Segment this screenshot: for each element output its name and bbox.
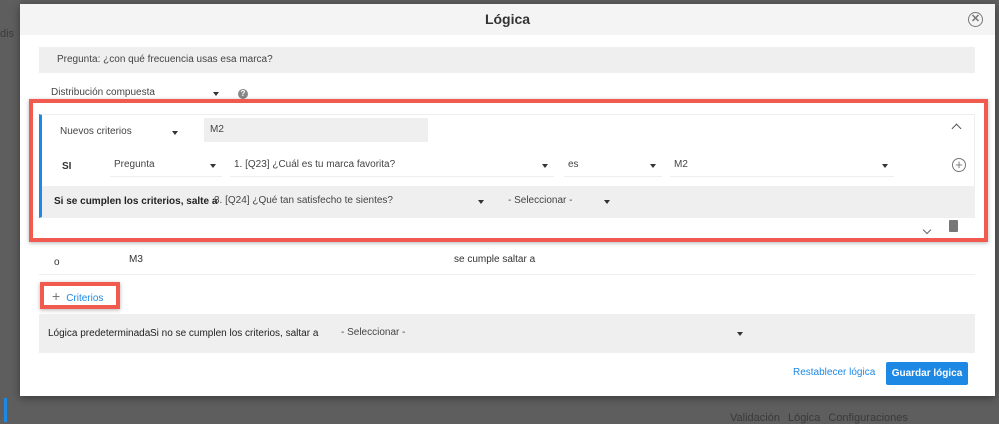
modal-title: Lógica	[484, 11, 531, 27]
caret-down-icon	[172, 131, 178, 135]
tab-logica[interactable]: Lógica	[787, 412, 821, 424]
background-tabs: Validación Lógica Configuraciones	[730, 412, 908, 424]
logic-modal: Lógica ✕ Pregunta: ¿con qué frecuencia u…	[20, 4, 995, 396]
tab-configuraciones[interactable]: Configuraciones	[828, 412, 908, 424]
criteria-name: M3	[129, 254, 143, 265]
chevron-up-icon[interactable]	[951, 123, 962, 134]
caret-down-icon	[213, 92, 219, 96]
connector-label: o	[54, 257, 60, 268]
si-label: SI	[62, 161, 72, 172]
add-criteria-button[interactable]: + Criterios	[52, 288, 104, 304]
plus-icon: +	[52, 288, 61, 304]
reset-logic-button[interactable]: Restablecer lógica	[793, 367, 876, 378]
question-label: Pregunta: ¿con qué frecuencia usas esa m…	[39, 47, 975, 73]
caret-down-icon	[737, 332, 743, 336]
question-circle-icon[interactable]: ?	[238, 89, 248, 99]
criteria-name-input[interactable]: M2	[204, 118, 428, 142]
default-logic-label: Lógica predeterminada	[48, 328, 151, 339]
caret-down-icon	[604, 200, 610, 204]
caret-down-icon	[882, 164, 888, 168]
trash-icon[interactable]	[949, 220, 958, 232]
collapsed-criteria-row[interactable]: o M3 se cumple saltar a	[39, 247, 975, 275]
condition-value-select[interactable]: M2	[670, 154, 894, 177]
criteria-highlight	[29, 99, 988, 242]
condition-source-select[interactable]: Pregunta	[110, 154, 222, 177]
caret-down-icon	[542, 164, 548, 168]
modal-header: Lógica ✕	[20, 4, 995, 35]
save-logic-button[interactable]: Guardar lógica	[886, 362, 968, 385]
default-logic-select[interactable]: - Seleccionar -	[337, 322, 749, 344]
jump-secondary-select[interactable]: - Seleccionar -	[504, 190, 616, 213]
condition-question-select[interactable]: 1. [Q23] ¿Cuál es tu marca favorita?	[230, 154, 554, 177]
add-condition-icon[interactable]: +	[952, 158, 966, 172]
default-logic-text: Si no se cumplen los criterios, saltar a	[150, 328, 319, 339]
add-criteria-highlight	[40, 282, 120, 309]
background-active-bar	[4, 398, 7, 422]
caret-down-icon	[210, 164, 216, 168]
close-icon[interactable]: ✕	[968, 12, 983, 27]
criteria-type-select[interactable]: Nuevos criterios	[56, 121, 184, 143]
default-logic-row: Lógica predeterminada Si no se cumplen l…	[39, 314, 975, 353]
distribution-select[interactable]: Distribución compuesta	[47, 82, 225, 104]
background-text: dis	[0, 28, 15, 40]
jump-target-select[interactable]: 3. [Q24] ¿Qué tan satisfecho te sientes?	[210, 190, 490, 213]
criteria-summary: se cumple saltar a	[454, 254, 536, 265]
caret-down-icon	[650, 164, 656, 168]
condition-operator-select[interactable]: es	[564, 154, 662, 177]
jump-label: Si se cumplen los criterios, salte a	[54, 196, 218, 207]
tab-validacion[interactable]: Validación	[730, 412, 780, 424]
jump-row: Si se cumplen los criterios, salte a 3. …	[42, 186, 975, 217]
criteria-card: Nuevos criterios M2 SI Pregunta 1. [Q23]…	[39, 114, 975, 218]
caret-down-icon	[478, 200, 484, 204]
